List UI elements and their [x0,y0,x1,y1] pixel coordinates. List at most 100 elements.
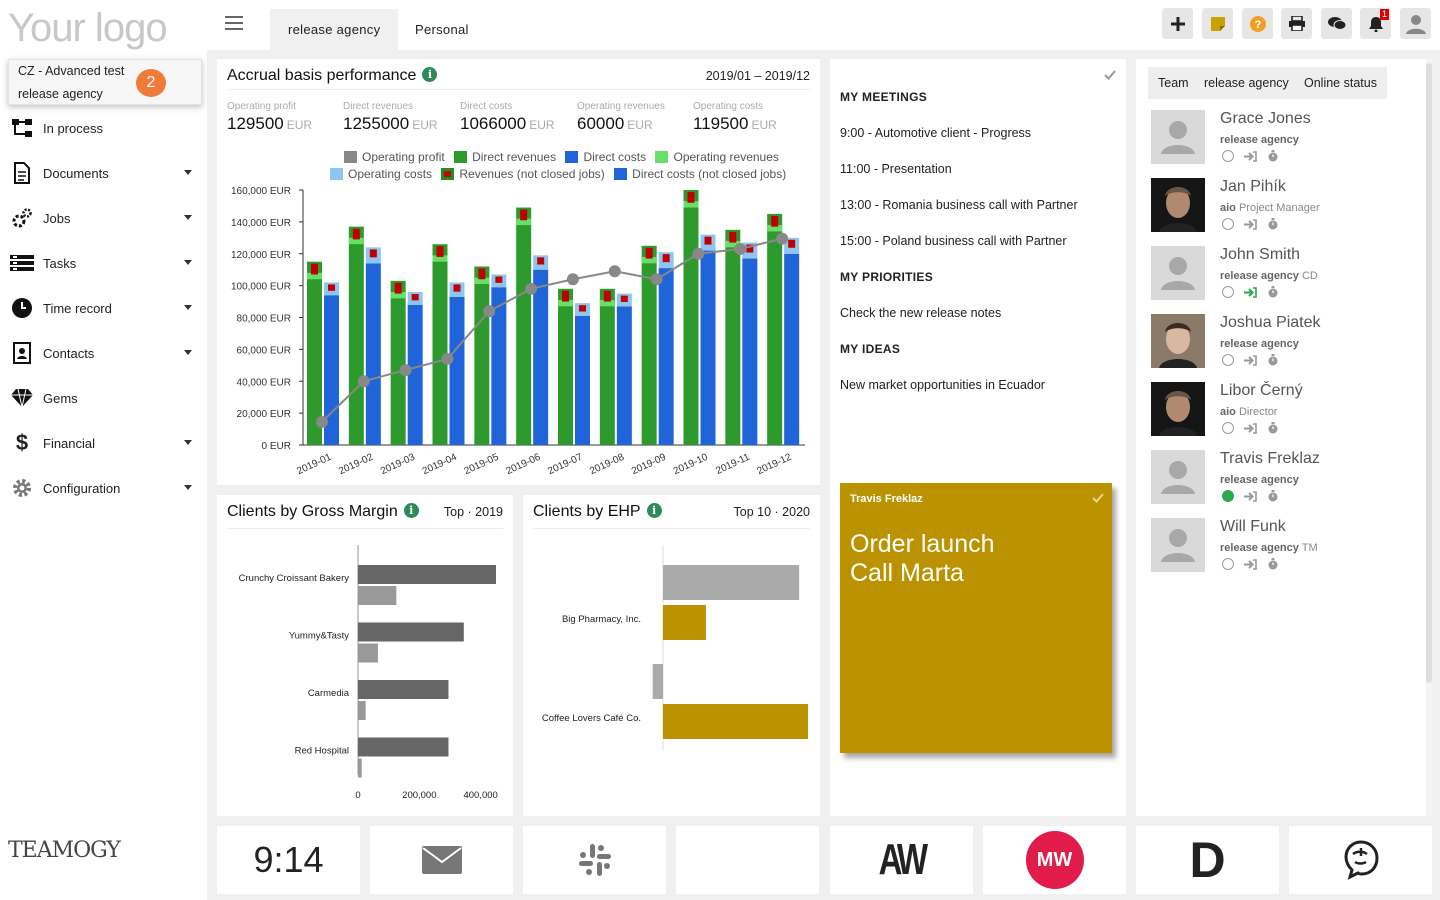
sidebar-item-label: Contacts [43,345,95,361]
hamburger-menu-icon[interactable] [225,16,243,34]
sidebar-item-jobs[interactable]: Jobs [0,198,207,238]
sticky-note-button[interactable] [1202,8,1233,39]
accrual-chart: 0 EUR 20,000 EUR 40,000 EUR 60,000 EUR 80,00… [231,186,805,478]
help-button[interactable]: ? [1242,8,1273,39]
lion-tile[interactable] [1289,826,1432,894]
team-member[interactable]: Grace Jones release agency [1151,110,1421,170]
y-tick-label: 0 EUR [262,441,291,452]
sidebar-item-gems[interactable]: Gems [0,378,207,418]
bar-cost-open [704,236,712,245]
slack-tile[interactable] [523,826,666,894]
bar-cost-open [495,276,503,283]
check-icon[interactable] [1092,493,1104,503]
notifications-button[interactable]: 1 [1360,8,1391,39]
clock-tile[interactable]: 9:14 [217,826,360,894]
sidebar-item-contacts[interactable]: Contacts [0,333,207,373]
legend-item[interactable]: Operating revenues [655,150,779,164]
chat-button[interactable] [1321,8,1352,39]
sidebar-item-in-process[interactable]: In process [0,108,207,148]
bar-gross-margin-secondary [358,586,397,605]
online-status-icon [1222,150,1234,162]
ideas-heading: MY IDEAS [840,342,901,356]
x-tick-label: 2019-03 [379,452,417,478]
x-tick-label: 0 [355,790,360,801]
tab-personal[interactable]: Personal [415,22,469,37]
check-in-icon [1244,490,1257,502]
breadcrumb-team[interactable]: Team [1148,67,1199,99]
contacts-icon [9,340,35,366]
sidebar-item-time-record[interactable]: Time record [0,288,207,328]
team-member[interactable]: Joshua Piatek release agency [1151,314,1421,374]
company-switcher[interactable]: CZ - Advanced test release agency 2 [8,59,202,105]
empty-tile[interactable] [676,826,819,894]
legend-item[interactable]: Direct costs [565,150,646,164]
profit-point [608,265,621,278]
gear-icon [9,475,35,501]
d-tile[interactable]: D [1136,826,1279,894]
team-panel: Team release agency Online status Grace … [1136,59,1432,816]
sidebar-item-configuration[interactable]: Configuration [0,468,207,508]
legend-item[interactable]: Direct revenues [454,150,556,164]
user-profile-button[interactable] [1400,8,1431,39]
date-range[interactable]: 2019/01 – 2019/12 [705,69,810,83]
sidebar-item-documents[interactable]: Documents [0,153,207,193]
breadcrumb-agency[interactable]: release agency [1194,67,1299,99]
period-filter[interactable]: Top · 2019 [443,505,503,519]
bar-gross-margin-secondary [358,643,378,663]
scrollbar[interactable] [1426,59,1432,816]
member-status [1222,286,1279,298]
sidebar-item-label: Configuration [43,480,121,496]
profit-point [734,242,747,255]
print-button[interactable] [1281,8,1312,39]
legend-item[interactable]: Revenues (not closed jobs) [441,167,605,181]
bar-revenue-open [352,228,360,240]
bar-revenue-open [603,290,611,302]
mw-tile[interactable]: MW [983,826,1126,894]
sidebar-item-tasks[interactable]: Tasks [0,243,207,283]
x-tick-label: 2019-01 [295,452,333,478]
x-tick-label: 2019-08 [588,452,626,478]
team-member[interactable]: Libor Černý aio Director [1151,382,1421,442]
member-status [1222,422,1279,434]
info-icon[interactable]: i [646,503,662,518]
help-icon: ? [1249,15,1266,32]
kpi-operating-profit: Operating profit 129500 EUR [227,101,313,133]
legend-item[interactable]: Direct costs (not closed jobs) [614,167,786,181]
breadcrumb-online-status[interactable]: Online status [1294,67,1387,99]
add-button[interactable] [1162,8,1193,39]
kpi-direct-revenues: Direct revenues 1255000 EUR [343,101,438,133]
bar-direct-cost [491,287,507,445]
gem-icon [9,385,35,411]
member-status [1222,558,1279,570]
legend-item[interactable]: Operating costs [330,167,432,181]
app-logo: Your logo [8,6,168,50]
team-member[interactable]: Will Funk release agency TM [1151,518,1421,578]
y-tick-label: 160,000 EUR [231,186,291,197]
team-member[interactable]: Jan Pihík aio Project Manager [1151,178,1421,238]
sticky-note[interactable]: Travis Freklaz Order launch Call Marta [840,483,1112,753]
mail-tile[interactable] [370,826,513,894]
y-tick-label: 60,000 EUR [237,345,291,356]
aw-tile[interactable]: AW [830,826,973,894]
note-icon [1210,16,1225,31]
info-icon[interactable]: i [422,67,438,82]
check-icon[interactable] [1104,70,1116,80]
tab-release-agency[interactable]: release agency [270,9,399,50]
bar-gross-margin [358,737,449,757]
bar-operating-revenue [432,255,448,262]
period-filter[interactable]: Top 10 · 2020 [733,505,810,519]
bar-direct-revenue [683,190,699,445]
team-member[interactable]: John Smith release agency CD [1151,246,1421,306]
sidebar-item-label: Jobs [43,210,71,226]
member-org: aio Project Manager [1220,202,1320,214]
meeting-item: 9:00 - Automotive client - Progress [840,126,1032,140]
info-icon[interactable]: i [403,503,419,518]
online-status-icon [1222,218,1234,230]
sidebar-item-financial[interactable]: $ Financial [0,423,207,463]
online-status-icon [1222,422,1234,434]
legend-item[interactable]: Operating profit [344,150,445,164]
profit-point [483,305,496,318]
check-in-icon [1244,218,1257,230]
bar-operating-revenue [307,272,322,280]
team-member[interactable]: Travis Freklaz release agency [1151,450,1421,510]
